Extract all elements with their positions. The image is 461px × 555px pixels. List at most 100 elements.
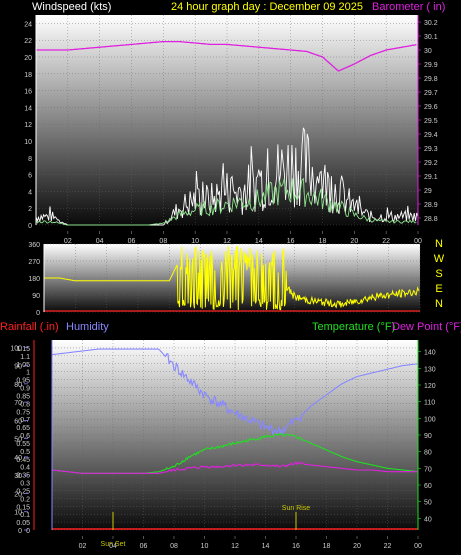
wind-x-tick-label: 16	[287, 238, 295, 245]
barometer-tick-label: 29.1	[424, 174, 438, 181]
windspeed-tick-label: 2	[28, 206, 32, 213]
windspeed-tick-label: 14	[24, 105, 32, 112]
humidity-legend: Humidity	[66, 321, 109, 333]
barometer-tick-label: 30.2	[424, 20, 438, 27]
temperature-tick-label: 100	[424, 416, 436, 423]
windspeed-tick-label: 0	[28, 223, 32, 230]
rainfall-tick-label: 0.5	[20, 449, 30, 456]
windspeed-tick-label: 4	[28, 189, 32, 196]
rainfall-tick-label: 0.45	[16, 457, 30, 464]
direction-tick-label: 360	[28, 242, 40, 249]
compass-label: N	[435, 238, 443, 250]
barometer-tick-label: 29	[424, 188, 432, 195]
barometer-tick-label: 30	[424, 48, 432, 55]
wind-x-tick-label: 08	[159, 238, 167, 245]
windspeed-tick-label: 6	[28, 173, 32, 180]
dewpoint-line	[51, 461, 418, 474]
direction-tick-label: 180	[28, 276, 40, 283]
wind-panel-series	[35, 40, 419, 226]
temperature-tick-label: 70	[424, 466, 432, 473]
rainfall-tick-label: 1	[26, 370, 30, 377]
windspeed-tick-label: 18	[24, 72, 32, 79]
rainfall-tick-label: 0	[26, 528, 30, 535]
climate-x-tick-label: 10	[201, 543, 209, 550]
temperature-tick-label: 140	[424, 350, 436, 357]
barometer-tick-label: 29.3	[424, 146, 438, 153]
humidity-tick-label: 40	[14, 455, 22, 462]
rainfall-tick-label: 0.85	[16, 393, 30, 400]
climate-x-tick-label: 18	[323, 543, 331, 550]
wind-x-tick-label: 22	[382, 238, 390, 245]
rainfall-tick-label: 0.8	[20, 401, 30, 408]
windspeed-tick-label: 8	[28, 156, 32, 163]
rainfall-tick-label: 0.15	[16, 504, 30, 511]
temperature-tick-label: 60	[424, 483, 432, 490]
humidity-tick-label: 100	[10, 345, 22, 352]
temperature-tick-label: 50	[424, 500, 432, 507]
compass-label: W	[434, 253, 445, 265]
barometer-tick-label: 29.9	[424, 62, 438, 69]
rainfall-legend: Rainfall (.in)	[0, 321, 59, 333]
wind-panel-ticks: 02468101214161820222428.828.92929.129.22…	[24, 20, 438, 245]
humidity-tick-label: 0	[18, 528, 22, 535]
barometer-axis-title: Barometer ( in)	[372, 1, 445, 13]
direction-panel-series	[44, 245, 420, 312]
barometer-tick-label: 30.1	[424, 34, 438, 41]
barometer-tick-label: 29.7	[424, 90, 438, 97]
barometer-tick-label: 29.4	[424, 132, 438, 139]
humidity-tick-label: 50	[14, 437, 22, 444]
rainfall-tick-label: 0.1	[20, 512, 30, 519]
wind-x-tick-label: 10	[191, 238, 199, 245]
wind-x-tick-label: 12	[223, 238, 231, 245]
climate-x-tick-label: 04	[109, 543, 117, 550]
chart-title: 24 hour graph day : December 09 2025	[171, 1, 363, 13]
wind-x-tick-label: 18	[319, 238, 327, 245]
wind-x-tick-label: 02	[64, 238, 72, 245]
climate-panel-series: Sun Set Sun Rise	[51, 348, 419, 548]
temperature-tick-label: 80	[424, 450, 432, 457]
direction-panel-ticks: 0 90 180 270 360	[28, 242, 40, 317]
climate-panel-ticks: 00.050.10.150.20.250.30.350.40.450.50.55…	[10, 345, 435, 550]
wind-direction-line	[44, 245, 420, 311]
windspeed-tick-label: 20	[24, 55, 32, 62]
windspeed-tick-label: 24	[24, 21, 32, 28]
barometer-tick-label: 28.9	[424, 202, 438, 209]
climate-x-tick-label: 00	[414, 543, 422, 550]
direction-tick-label: 90	[32, 293, 40, 300]
humidity-tick-label: 80	[14, 382, 22, 389]
rainfall-tick-label: 0.4	[20, 465, 30, 472]
climate-x-tick-label: 16	[292, 543, 300, 550]
climate-x-tick-label: 06	[140, 543, 148, 550]
windspeed-tick-label: 16	[24, 89, 32, 96]
wind-x-tick-label: 00	[414, 238, 422, 245]
compass-label: E	[435, 283, 442, 295]
wind-x-tick-label: 06	[128, 238, 136, 245]
compass-label: N	[435, 298, 443, 310]
sunrise-label: Sun Rise	[282, 505, 311, 512]
humidity-tick-label: 10	[14, 510, 22, 517]
barometer-tick-label: 29.5	[424, 118, 438, 125]
rainfall-tick-label: 0.95	[16, 378, 30, 385]
climate-x-tick-label: 22	[384, 543, 392, 550]
rainfall-tick-label: 1.1	[20, 354, 30, 361]
rainfall-tick-label: 0.35	[16, 473, 30, 480]
dewpoint-legend: Dew Point (°F)	[392, 321, 461, 333]
rainfall-tick-label: 0.75	[16, 409, 30, 416]
direction-tick-label: 270	[28, 259, 40, 266]
temperature-tick-label: 40	[424, 516, 432, 523]
windspeed-tick-label: 10	[24, 139, 32, 146]
direction-tick-label: 0	[36, 310, 40, 317]
rainfall-tick-label: 0.25	[16, 488, 30, 495]
wind-x-tick-label: 20	[350, 238, 358, 245]
rainfall-tick-label: 0.65	[16, 425, 30, 432]
climate-x-tick-label: 14	[262, 543, 270, 550]
temperature-tick-label: 90	[424, 433, 432, 440]
compass-label: S	[435, 268, 442, 280]
humidity-line	[51, 348, 419, 436]
rainfall-tick-label: 1.15	[16, 346, 30, 353]
windspeed-axis-title: Windspeed (kts)	[32, 1, 111, 13]
climate-x-tick-label: 02	[79, 543, 87, 550]
barometer-tick-label: 28.8	[424, 216, 438, 223]
barometer-tick-label: 29.2	[424, 160, 438, 167]
